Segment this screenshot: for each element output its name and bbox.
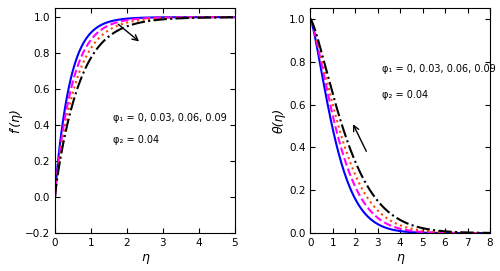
Y-axis label: θ(η): θ(η) [273, 108, 286, 133]
X-axis label: η: η [141, 251, 149, 264]
X-axis label: η: η [396, 251, 404, 264]
Text: φ₁ = 0, 0.03, 0.06, 0.09: φ₁ = 0, 0.03, 0.06, 0.09 [112, 114, 226, 124]
Text: φ₂ = 0.04: φ₂ = 0.04 [382, 90, 428, 100]
Text: φ₁ = 0, 0.03, 0.06, 0.09: φ₁ = 0, 0.03, 0.06, 0.09 [382, 64, 496, 75]
Y-axis label: f′(η): f′(η) [9, 108, 22, 133]
Text: φ₂ = 0.04: φ₂ = 0.04 [112, 135, 158, 145]
